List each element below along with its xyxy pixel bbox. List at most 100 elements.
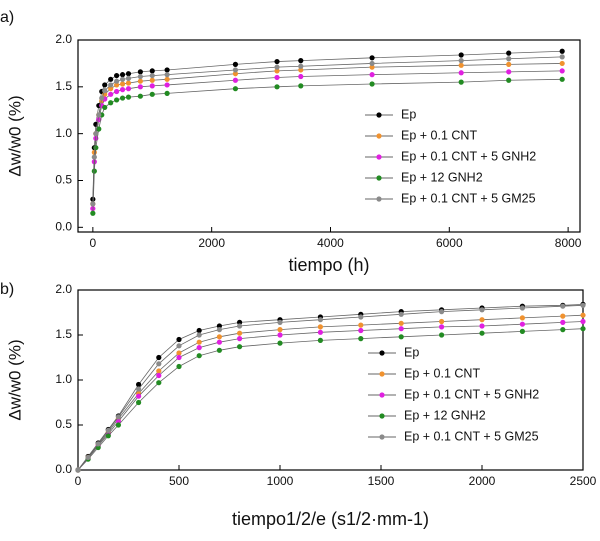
data-point xyxy=(119,95,126,101)
data-point xyxy=(149,72,155,79)
data-point xyxy=(176,336,182,343)
data-point xyxy=(102,87,108,94)
data-point xyxy=(164,90,170,96)
data-point xyxy=(398,320,404,326)
data-point xyxy=(580,326,586,332)
data-point xyxy=(156,368,162,374)
data-point xyxy=(232,61,239,67)
data-point xyxy=(136,393,142,399)
data-point xyxy=(439,332,445,338)
legend-label: Ep + 12 GNH2 xyxy=(401,170,483,184)
data-point xyxy=(136,399,142,406)
data-point xyxy=(317,324,323,330)
data-point xyxy=(102,82,108,88)
y-tick-label: 1.0 xyxy=(55,372,72,386)
data-point xyxy=(559,54,565,60)
data-point xyxy=(119,72,126,78)
y-tick-label: 2.0 xyxy=(55,282,72,296)
data-point xyxy=(102,104,108,111)
data-point xyxy=(560,303,566,309)
data-point xyxy=(237,330,243,336)
data-point xyxy=(137,73,143,80)
y-tick-label: 0.5 xyxy=(55,173,72,187)
x-tick-label: 1500 xyxy=(368,474,395,488)
data-point xyxy=(559,68,565,74)
data-point xyxy=(369,81,375,87)
data-point xyxy=(369,72,375,78)
x-axis-label: tiempo1/2/e (s1/2·mm-1) xyxy=(232,509,429,529)
data-point xyxy=(114,82,120,88)
fit-line xyxy=(92,63,563,204)
data-point xyxy=(358,336,364,342)
data-point xyxy=(506,77,512,83)
panel-label: b) xyxy=(0,281,14,298)
data-point xyxy=(115,414,121,420)
data-point xyxy=(91,168,97,174)
legend-marker xyxy=(376,175,382,181)
x-tick-label: 2500 xyxy=(570,474,597,488)
data-point xyxy=(317,317,323,323)
data-point xyxy=(580,318,586,325)
data-point xyxy=(93,145,99,151)
x-tick-label: 8000 xyxy=(555,236,582,250)
data-point xyxy=(108,91,114,97)
data-point xyxy=(85,454,91,460)
data-point xyxy=(458,52,464,58)
legend-marker xyxy=(379,434,385,440)
legend-label: Ep + 0.1 CNT + 5 GM25 xyxy=(404,429,539,443)
data-point xyxy=(439,324,445,330)
data-point xyxy=(108,86,114,92)
data-point xyxy=(237,319,243,325)
x-axis-label: tiempo (h) xyxy=(288,255,369,275)
data-point xyxy=(114,78,120,84)
data-point xyxy=(519,305,526,311)
data-point xyxy=(108,76,114,82)
data-point xyxy=(105,427,111,433)
x-tick-label: 2000 xyxy=(198,236,225,250)
data-point xyxy=(358,322,364,328)
data-point xyxy=(196,345,202,351)
data-point xyxy=(232,77,239,83)
data-point xyxy=(232,71,239,77)
data-point xyxy=(560,319,566,325)
y-tick-label: 0.5 xyxy=(55,417,72,431)
data-point xyxy=(560,313,566,319)
legend-marker xyxy=(376,112,382,118)
data-point xyxy=(149,68,155,74)
data-point xyxy=(398,311,404,317)
legend-label: Ep + 0.1 CNT + 5 GM25 xyxy=(401,191,536,205)
y-tick-label: 1.5 xyxy=(55,327,72,341)
data-point xyxy=(196,353,202,359)
legend-marker xyxy=(379,371,385,377)
data-point xyxy=(149,77,155,83)
data-point xyxy=(232,86,239,92)
data-point xyxy=(119,81,126,87)
data-point xyxy=(216,327,222,333)
data-point xyxy=(90,201,96,207)
data-point xyxy=(519,328,526,334)
data-point xyxy=(479,330,485,336)
data-point xyxy=(458,62,464,68)
data-point xyxy=(274,68,280,74)
data-point xyxy=(108,82,114,88)
data-point xyxy=(358,327,364,334)
data-point xyxy=(176,350,182,356)
data-point xyxy=(136,386,142,392)
legend-label: Ep + 0.1 CNT xyxy=(404,366,480,380)
legend-marker xyxy=(379,413,385,419)
data-point xyxy=(108,100,114,106)
data-point xyxy=(114,72,120,79)
fit-line xyxy=(77,304,584,471)
data-point xyxy=(156,354,162,361)
data-point xyxy=(439,318,445,325)
data-point xyxy=(137,69,143,75)
y-tick-label: 1.0 xyxy=(55,126,72,140)
data-point xyxy=(458,58,464,64)
data-point xyxy=(115,418,121,424)
fit-line xyxy=(92,50,563,200)
data-point xyxy=(196,332,202,338)
data-point xyxy=(479,323,485,329)
x-tick-label: 500 xyxy=(169,474,189,488)
data-point xyxy=(277,327,283,333)
